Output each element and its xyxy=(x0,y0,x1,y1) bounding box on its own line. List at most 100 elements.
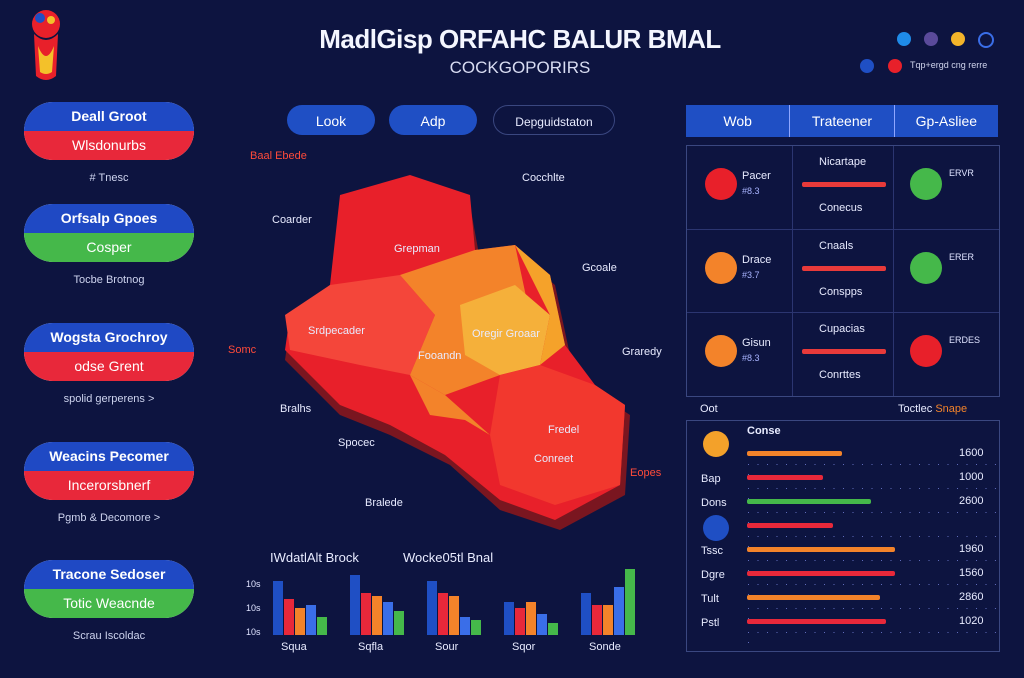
table-body: Pacer #8.3 Nicartape Conecus ERVR Drace #3.7 Cn… xyxy=(686,145,1000,397)
department-button[interactable]: Depguidstaton xyxy=(493,105,615,135)
row-bar xyxy=(747,523,833,528)
look-button[interactable]: Look xyxy=(287,105,375,135)
yellow-dot[interactable] xyxy=(951,32,965,46)
bar-chart: 10s 10s 10s Squa Sqfla Sour Sqor Sonde xyxy=(240,565,660,665)
card-caption[interactable]: Scrau Iscoldac xyxy=(72,630,146,642)
card-subtitle: Incerorsbnerf xyxy=(24,471,194,500)
column-header-1[interactable]: Wob xyxy=(723,113,752,129)
row-name: Drace xyxy=(742,254,772,266)
row-dots: · · · · · · · · · · · · · · · · · · · · … xyxy=(747,507,999,527)
row-name: Pacer xyxy=(742,170,771,182)
card-subtitle: Cosper xyxy=(24,233,194,262)
row-mid-foot: Conecus xyxy=(819,202,863,214)
card-title: Orfsalp Gpoes xyxy=(24,204,194,233)
chart-bar xyxy=(394,611,404,635)
table-row[interactable]: Pacer #8.3 Nicartape Conecus ERVR xyxy=(687,146,999,229)
row-right-text: ERER xyxy=(949,252,975,262)
region-south[interactable] xyxy=(410,375,490,435)
red-dot xyxy=(888,59,902,73)
chart-bar xyxy=(438,593,448,635)
row-label: Tssc xyxy=(701,545,723,557)
bottom-right-panel: Conse · · · · · · · · · · · · · · · · · … xyxy=(686,420,1000,652)
chart-bar xyxy=(515,608,525,635)
chart-bar xyxy=(361,593,371,635)
navy-dot[interactable] xyxy=(978,32,994,48)
row-dots: · · · · · · · · · · · · · · · · · · · · … xyxy=(747,531,999,551)
row-right-text: ERVR xyxy=(949,168,974,178)
region-southeast[interactable] xyxy=(490,365,625,505)
blue-dot[interactable] xyxy=(897,32,911,46)
row-mid-title: Cnaals xyxy=(819,240,854,252)
region-east[interactable] xyxy=(515,245,565,365)
left-card-1[interactable]: Orfsalp Gpoes Cosper xyxy=(24,204,194,262)
row-sub: #3.7 xyxy=(742,270,760,280)
column-header-2[interactable]: Trateener xyxy=(789,105,893,137)
row-right-text: ERDES xyxy=(949,335,981,345)
row-bar xyxy=(747,571,895,576)
chart-bar xyxy=(383,602,393,635)
column-header-3[interactable]: Gp-Asliee xyxy=(893,105,998,137)
row-value: 1000 xyxy=(959,471,984,483)
card-subtitle: odse Grent xyxy=(24,352,194,381)
chart-bar xyxy=(460,617,470,635)
table-row[interactable]: Gisun #8.3 Cupacias Conrttes ERDES xyxy=(687,312,999,396)
map-label: Grepman xyxy=(394,243,440,255)
map-label: Oregir Groaar xyxy=(472,328,540,340)
region-core[interactable] xyxy=(460,285,550,375)
card-caption[interactable]: Pgmb & Decomore > xyxy=(57,512,161,524)
map-label: Baal Ebede xyxy=(250,150,307,162)
left-card-2[interactable]: Wogsta Grochroy odse Grent xyxy=(24,323,194,381)
left-card-0[interactable]: Deall Groot Wlsdonurbs xyxy=(24,102,194,160)
region-west[interactable] xyxy=(285,275,435,375)
card-caption[interactable]: spolid gerperens > xyxy=(63,393,155,405)
chart-bar xyxy=(427,581,437,635)
row-value: 1600 xyxy=(959,447,984,459)
x-tick: Sour xyxy=(435,641,459,653)
card-caption[interactable]: # Tnesc xyxy=(89,172,129,184)
chart-bar xyxy=(284,599,294,635)
chart-title-1: IWdatlAlt Brock xyxy=(270,550,359,565)
row-bar xyxy=(802,266,886,271)
row-dots: · · · · · · · · · · · · · · · · · · · · … xyxy=(747,579,999,599)
row-label: Bap xyxy=(701,473,721,485)
row-dots: · · · · · · · · · · · · · · · · · · · · … xyxy=(747,555,999,575)
status-circle xyxy=(705,252,737,284)
row-mid-title: Nicartape xyxy=(819,156,867,168)
row-label: Dgre xyxy=(701,569,725,581)
add-button[interactable]: Adp xyxy=(389,105,477,135)
map-label: Srdpecader xyxy=(308,325,365,337)
card-caption[interactable]: Tocbe Brotnog xyxy=(73,274,145,286)
y-tick: 10s xyxy=(246,627,261,637)
region-map[interactable] xyxy=(270,165,640,535)
chart-bar xyxy=(372,596,382,635)
chart-title-2: Wocke05tl Bnal xyxy=(403,550,494,565)
bottom-left-label: Oot xyxy=(700,403,718,415)
map-label: Cocchlte xyxy=(522,172,565,184)
chart-bar xyxy=(614,587,624,635)
map-label: Spocec xyxy=(338,437,375,449)
row-dots: · · · · · · · · · · · · · · · · · · · · … xyxy=(747,459,999,479)
map-label: Gcoale xyxy=(582,262,617,274)
row-mid-foot: Conrttes xyxy=(819,369,861,381)
purple-dot[interactable] xyxy=(924,32,938,46)
left-card-4[interactable]: Tracone Sedoser Totic Weacnde xyxy=(24,560,194,618)
row-bar xyxy=(747,595,880,600)
row-mid-title: Cupacias xyxy=(819,323,865,335)
row-value: 2600 xyxy=(959,495,984,507)
row-value: 2860 xyxy=(959,591,984,603)
row-bar xyxy=(802,182,886,187)
row-sub: #8.3 xyxy=(742,186,760,196)
x-tick: Squa xyxy=(281,641,307,653)
card-subtitle: Wlsdonurbs xyxy=(24,131,194,160)
table-row[interactable]: Drace #3.7 Cnaals Conspps ERER xyxy=(687,229,999,313)
panel-header: Conse xyxy=(747,425,781,437)
x-tick: Sqfla xyxy=(358,641,384,653)
row-dots: · · · · · · · · · · · · · · · · · · · · … xyxy=(747,483,999,503)
row-bar xyxy=(747,451,842,456)
left-card-3[interactable]: Weacins Pecomer Incerorsbnerf xyxy=(24,442,194,500)
map-label: Fredel xyxy=(548,424,580,436)
row-label: Dons xyxy=(701,497,727,509)
right-circle xyxy=(910,252,942,284)
row-value: 1020 xyxy=(959,615,984,627)
table-header: Wob Trateener Gp-Asliee xyxy=(686,105,998,137)
